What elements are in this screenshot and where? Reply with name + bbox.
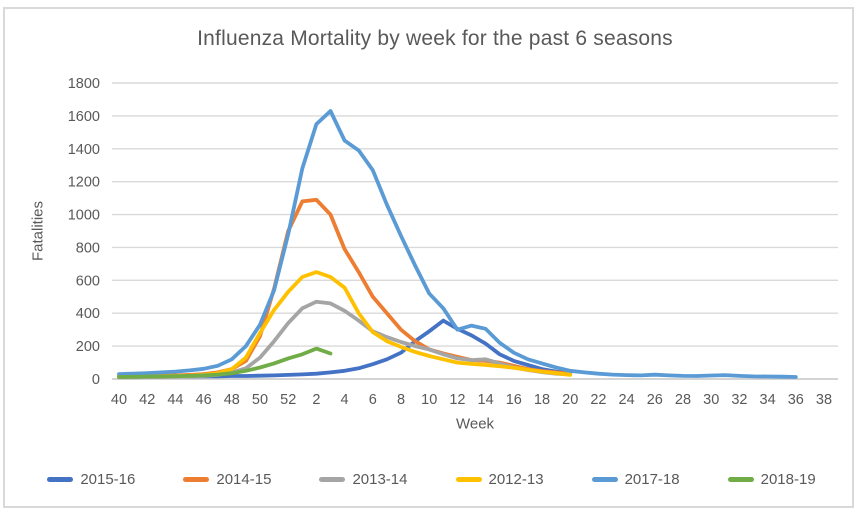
series-line-2018-19[interactable]	[117, 346, 333, 379]
legend-swatch-2015-16	[47, 477, 74, 482]
legend-label: 2018-19	[760, 471, 816, 488]
y-tick-label: 800	[76, 240, 100, 256]
y-tick-label: 1600	[68, 109, 100, 125]
x-tick-label: 16	[506, 392, 522, 408]
x-tick-label: 24	[619, 392, 635, 408]
x-tick-label: 34	[760, 392, 776, 408]
x-tick-label: 18	[534, 392, 550, 408]
legend-item-2014-15[interactable]: 2014-15	[183, 471, 271, 488]
x-tick-label: 44	[167, 392, 183, 408]
x-tick-label: 4	[341, 392, 349, 408]
legend-item-2018-19[interactable]: 2018-19	[727, 471, 816, 488]
legend-item-2015-16[interactable]: 2015-16	[47, 471, 135, 488]
legend-item-2013-14[interactable]: 2013-14	[319, 471, 408, 488]
y-tick-label: 1000	[68, 208, 100, 224]
x-tick-label: 10	[421, 392, 437, 408]
x-tick-label: 36	[788, 392, 804, 408]
chart-title: Influenza Mortality by week for the past…	[197, 27, 673, 50]
x-tick-label: 2	[312, 392, 320, 408]
y-tick-label: 0	[92, 372, 100, 388]
y-tick-label: 400	[76, 306, 100, 322]
series-line-2012-13[interactable]	[117, 270, 573, 379]
x-tick-label: 12	[449, 392, 465, 408]
series-line-2017-18[interactable]	[117, 109, 798, 379]
x-tick-label: 46	[196, 392, 212, 408]
x-axis-title: Week	[455, 415, 495, 433]
legend-swatch-2012-13	[455, 477, 482, 482]
legend-swatch-2013-14	[319, 477, 346, 482]
legend-swatch-2018-19	[727, 477, 754, 482]
x-tick-label: 28	[675, 392, 691, 408]
legend-label: 2017-18	[624, 471, 680, 488]
legend-label: 2014-15	[216, 471, 272, 488]
y-tick-label: 1200	[68, 175, 100, 191]
legend-swatch-2017-18	[591, 477, 618, 482]
x-tick-label: 20	[562, 392, 578, 408]
x-tick-label: 32	[731, 392, 747, 408]
x-tick-label: 22	[590, 392, 606, 408]
y-tick-label: 1800	[68, 76, 100, 92]
x-tick-label: 6	[369, 392, 377, 408]
legend-label: 2012-13	[488, 471, 544, 488]
legend-label: 2013-14	[352, 471, 408, 488]
x-tick-label: 48	[224, 392, 240, 408]
legend: 2015-16 2014-15 2013-14 2012-13 2017-18 2018-…	[0, 471, 863, 488]
legend-item-2012-13[interactable]: 2012-13	[455, 471, 544, 488]
legend-label: 2015-16	[80, 471, 136, 488]
legend-item-2017-18[interactable]: 2017-18	[591, 471, 680, 488]
series-line-2015-16[interactable]	[117, 318, 573, 379]
y-tick-label: 1400	[68, 142, 100, 158]
x-tick-label: 38	[816, 392, 832, 408]
x-tick-label: 14	[478, 392, 494, 408]
chart-border	[3, 7, 854, 508]
y-tick-label: 200	[76, 339, 100, 355]
y-tick-label: 600	[76, 273, 100, 289]
legend-swatch-2014-15	[183, 477, 210, 482]
x-tick-label: 40	[111, 392, 127, 408]
x-tick-label: 30	[703, 392, 719, 408]
x-tick-label: 26	[647, 392, 663, 408]
x-tick-label: 42	[139, 392, 155, 408]
x-tick-label: 52	[280, 392, 296, 408]
x-tick-label: 8	[397, 392, 405, 408]
x-tick-label: 50	[252, 392, 268, 408]
